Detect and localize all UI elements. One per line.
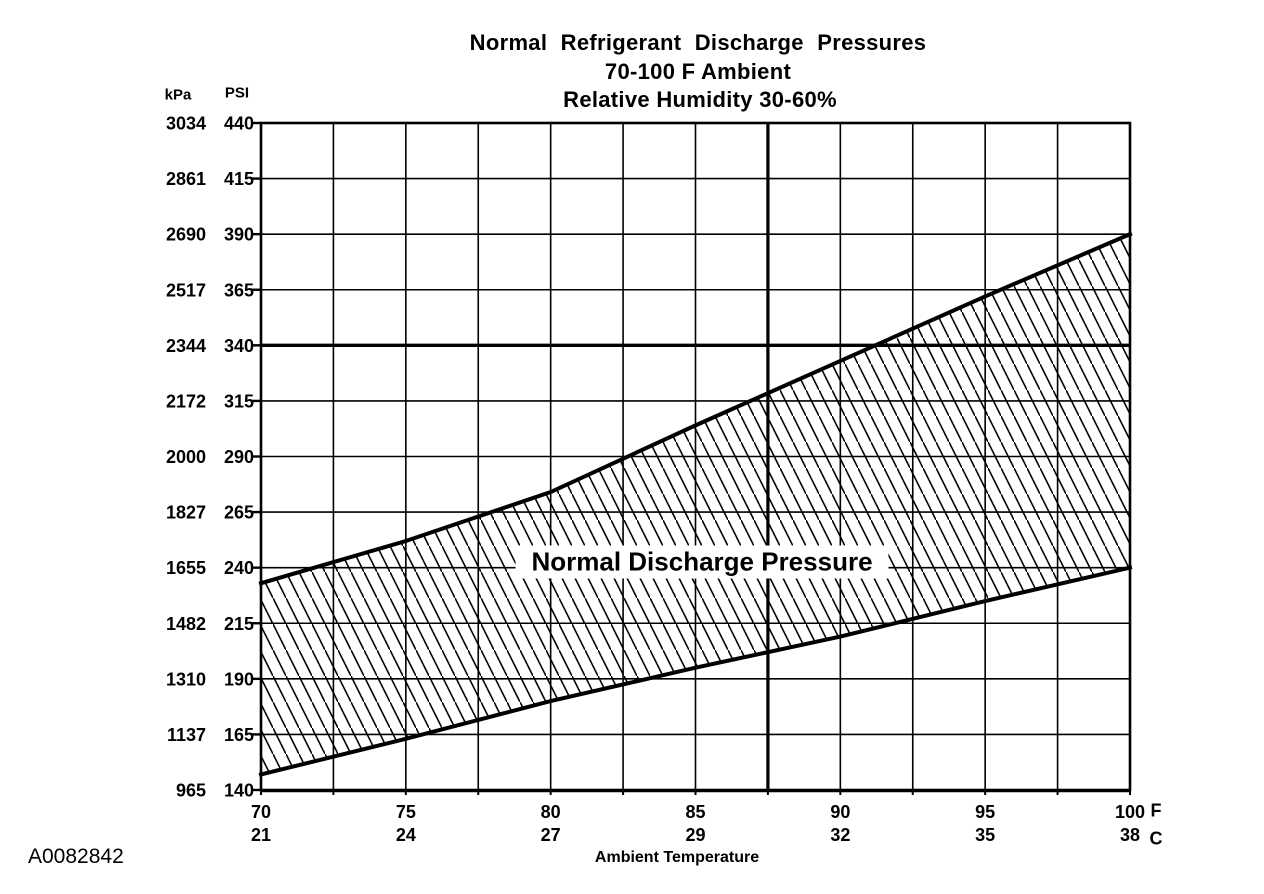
y-tick-label-kpa: 2517 xyxy=(166,280,206,300)
y-tick-label-psi: 440 xyxy=(224,114,254,134)
pressure-band xyxy=(261,234,1130,775)
chart-subtitle-ambient: 70-100 F Ambient xyxy=(604,59,792,84)
y-tick-label-kpa: 2861 xyxy=(166,169,206,189)
x-tick-label-c: 24 xyxy=(396,825,416,845)
y-tick-label-psi: 190 xyxy=(224,669,254,689)
x-tick-label-c: 21 xyxy=(251,825,271,845)
x-tick-label-f: 100 xyxy=(1115,802,1145,822)
chart-title: Normal Refrigerant Discharge Pressures xyxy=(469,30,927,55)
x-tick-label-c: 29 xyxy=(685,825,705,845)
y-tick-label-kpa: 1827 xyxy=(166,503,206,523)
y-tick-label-psi: 415 xyxy=(224,169,254,189)
y-tick-label-psi: 290 xyxy=(224,447,254,467)
band-label: Normal Discharge Pressure xyxy=(515,545,889,579)
x-tick-label-f: 75 xyxy=(396,802,416,822)
y-tick-label-kpa: 1137 xyxy=(167,725,206,745)
y-axis-unit-kpa: kPa xyxy=(164,86,192,104)
x-axis-unit-f: F xyxy=(1150,800,1162,821)
x-tick-label-c: 32 xyxy=(830,825,850,845)
x-tick-label-f: 70 xyxy=(251,802,271,822)
x-tick-label-c: 27 xyxy=(541,825,561,845)
y-tick-label-kpa: 965 xyxy=(176,781,206,801)
y-axis-unit-psi: PSI xyxy=(224,84,250,102)
y-tick-label-psi: 315 xyxy=(224,391,254,411)
x-tick-label-f: 80 xyxy=(541,802,561,822)
chart-subtitle-humidity: Relative Humidity 30-60% xyxy=(563,87,837,112)
lower-limit-line xyxy=(258,565,1133,777)
upper-limit-line xyxy=(258,231,1133,586)
y-tick-label-psi: 365 xyxy=(224,280,254,300)
x-tick-label-f: 85 xyxy=(685,802,705,822)
y-tick-label-psi: 215 xyxy=(224,614,254,634)
y-tick-label-kpa: 2000 xyxy=(166,447,206,467)
y-tick-label-kpa: 1482 xyxy=(166,614,206,634)
y-tick-label-psi: 340 xyxy=(224,336,254,356)
y-tick-label-psi: 265 xyxy=(224,503,254,523)
y-tick-label-kpa: 2172 xyxy=(166,391,206,411)
figure-code: A0082842 xyxy=(28,845,124,868)
x-tick-label-f: 90 xyxy=(830,802,850,822)
y-tick-label-kpa: 1310 xyxy=(166,669,206,689)
y-tick-label-psi: 390 xyxy=(224,225,254,245)
x-axis-label: Ambient Temperature xyxy=(594,849,760,866)
y-tick-label-psi: 240 xyxy=(224,558,254,578)
x-tick-label-c: 38 xyxy=(1120,825,1140,845)
x-axis-unit-c: C xyxy=(1149,828,1163,849)
y-tick-label-kpa: 3034 xyxy=(166,114,206,134)
x-tick-label-c: 35 xyxy=(975,825,995,845)
x-tick-label-f: 95 xyxy=(975,802,995,822)
y-tick-label-kpa: 2690 xyxy=(166,225,206,245)
y-tick-label-kpa: 1655 xyxy=(166,558,206,578)
y-tick-label-psi: 140 xyxy=(224,781,254,801)
y-tick-label-kpa: 2344 xyxy=(166,336,206,356)
y-tick-label-psi: 165 xyxy=(224,725,254,745)
